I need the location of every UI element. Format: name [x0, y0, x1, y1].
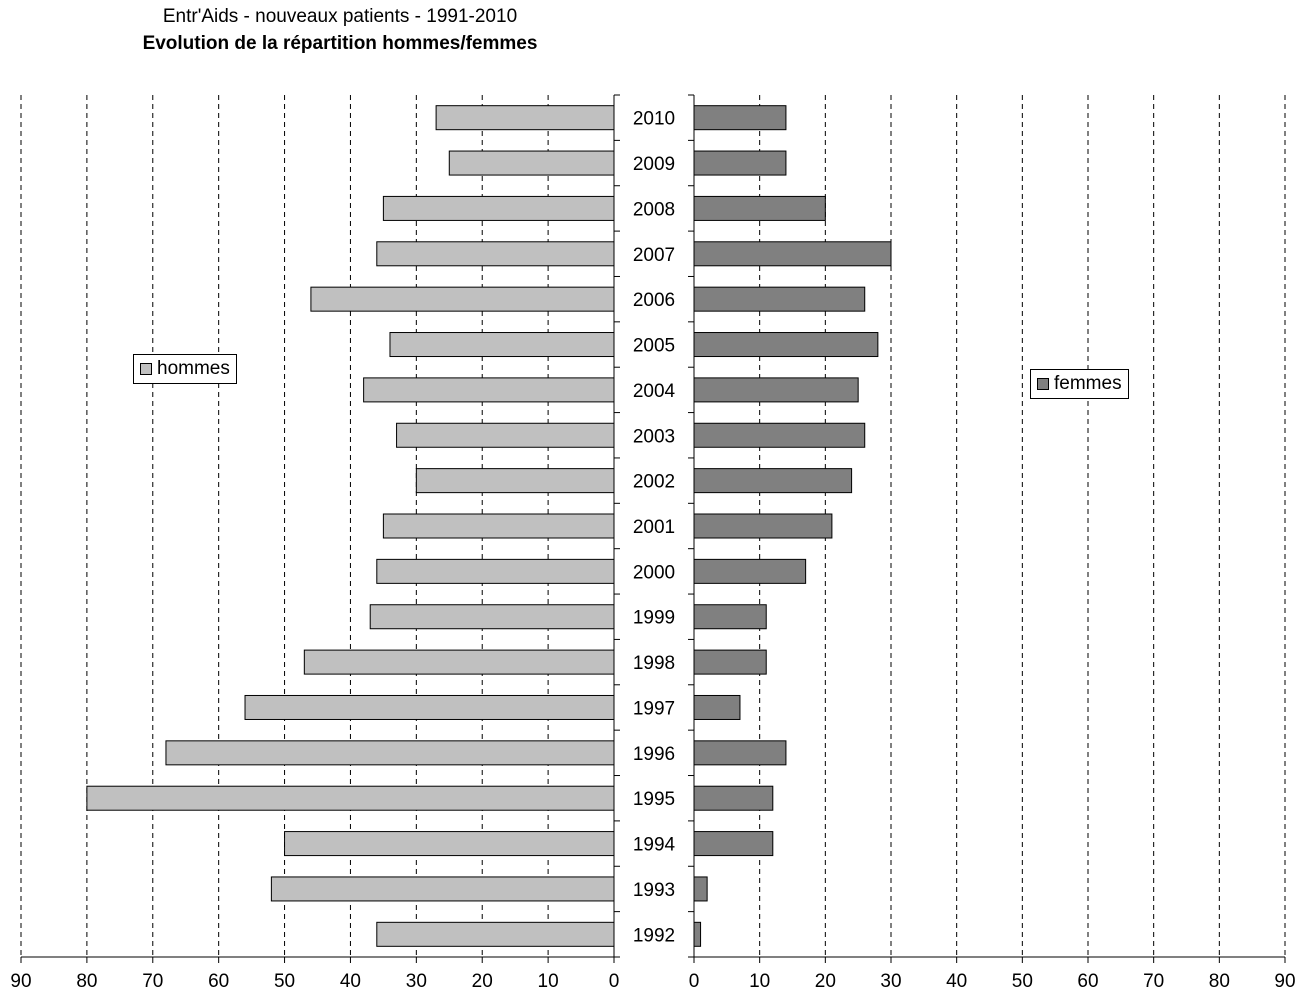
bar-hommes-2001: [382, 513, 615, 539]
legend-hommes-swatch: [140, 363, 152, 375]
bar-hommes-2000: [376, 558, 615, 584]
bar-hommes-1997: [244, 694, 615, 720]
category-label-2007: 2007: [633, 245, 675, 266]
bar-femmes-2002: [693, 468, 853, 494]
legend-hommes: hommes: [133, 354, 237, 384]
bar-femmes-2009: [693, 150, 787, 176]
bar-femmes-1994: [693, 831, 774, 857]
legend-femmes: femmes: [1030, 369, 1129, 399]
bar-hommes-1998: [303, 649, 615, 675]
bar-hommes-2010: [435, 105, 615, 131]
bar-hommes-2006: [310, 286, 615, 312]
bar-femmes-2000: [693, 558, 807, 584]
x-tick-label-right: 0: [689, 971, 700, 992]
chart-subtitle: Evolution de la répartition hommes/femme…: [142, 33, 538, 54]
x-tick-label-left: 10: [538, 971, 559, 992]
bar-femmes-1999: [693, 604, 767, 630]
legend-femmes-label: femmes: [1054, 373, 1122, 394]
category-label-1998: 1998: [633, 653, 675, 674]
bar-hommes-1996: [165, 740, 615, 766]
x-tick-label-left: 40: [340, 971, 361, 992]
x-tick-label-left: 70: [142, 971, 163, 992]
bar-hommes-2007: [376, 241, 615, 267]
legend-hommes-label: hommes: [157, 358, 230, 379]
bar-femmes-2003: [693, 422, 866, 448]
bar-hommes-2009: [448, 150, 615, 176]
bar-femmes-2006: [693, 286, 866, 312]
x-tick-label-left: 60: [208, 971, 229, 992]
category-label-2006: 2006: [633, 290, 675, 311]
category-label-1996: 1996: [633, 744, 675, 765]
bar-femmes-1996: [693, 740, 787, 766]
x-tick-label-right: 50: [1012, 971, 1033, 992]
category-label-2000: 2000: [633, 562, 675, 583]
bar-hommes-2004: [363, 377, 615, 403]
x-tick-label-right: 10: [749, 971, 770, 992]
bar-hommes-1995: [86, 785, 615, 811]
chart-title: Entr'Aids - nouveaux patients - 1991-201…: [162, 6, 518, 27]
bar-femmes-1993: [693, 876, 708, 902]
x-tick-label-right: 80: [1209, 971, 1230, 992]
category-label-2003: 2003: [633, 426, 675, 447]
category-label-2002: 2002: [633, 472, 675, 493]
bar-femmes-2008: [693, 195, 826, 221]
bar-femmes-1997: [693, 694, 741, 720]
category-label-2001: 2001: [633, 517, 675, 538]
category-label-2004: 2004: [633, 381, 676, 402]
bar-femmes-2007: [693, 241, 892, 267]
bar-hommes-1992: [376, 921, 615, 947]
category-label-1995: 1995: [633, 789, 675, 810]
bar-femmes-1992: [693, 921, 702, 947]
x-tick-label-right: 20: [815, 971, 836, 992]
x-tick-label-right: 30: [880, 971, 901, 992]
category-label-1992: 1992: [633, 925, 675, 946]
bar-hommes-2008: [382, 195, 615, 221]
x-tick-label-left: 20: [472, 971, 493, 992]
bar-hommes-1993: [270, 876, 615, 902]
bar-hommes-2003: [396, 422, 615, 448]
category-label-2010: 2010: [633, 109, 675, 130]
bar-femmes-2001: [693, 513, 833, 539]
bar-femmes-2010: [693, 105, 787, 131]
category-label-2009: 2009: [633, 154, 675, 175]
x-tick-label-left: 80: [76, 971, 97, 992]
category-label-2005: 2005: [633, 336, 675, 357]
category-label-1993: 1993: [633, 880, 675, 901]
bar-femmes-2005: [693, 332, 879, 358]
x-tick-label-right: 90: [1274, 971, 1295, 992]
category-label-1994: 1994: [633, 835, 676, 856]
x-tick-label-left: 0: [609, 971, 620, 992]
bar-hommes-2005: [389, 332, 615, 358]
bar-femmes-1998: [693, 649, 767, 675]
bar-hommes-1999: [369, 604, 615, 630]
bar-hommes-2002: [415, 468, 615, 494]
x-tick-label-left: 50: [274, 971, 295, 992]
category-label-2008: 2008: [633, 199, 675, 220]
x-tick-label-left: 30: [406, 971, 427, 992]
x-tick-label-right: 60: [1077, 971, 1098, 992]
bar-hommes-1994: [284, 831, 615, 857]
category-label-1997: 1997: [633, 698, 675, 719]
x-tick-label-right: 40: [946, 971, 967, 992]
bar-femmes-2004: [693, 377, 859, 403]
bar-femmes-1995: [693, 785, 774, 811]
legend-femmes-swatch: [1037, 378, 1049, 390]
x-tick-label-left: 90: [10, 971, 31, 992]
x-tick-label-right: 70: [1143, 971, 1164, 992]
category-label-1999: 1999: [633, 608, 675, 629]
